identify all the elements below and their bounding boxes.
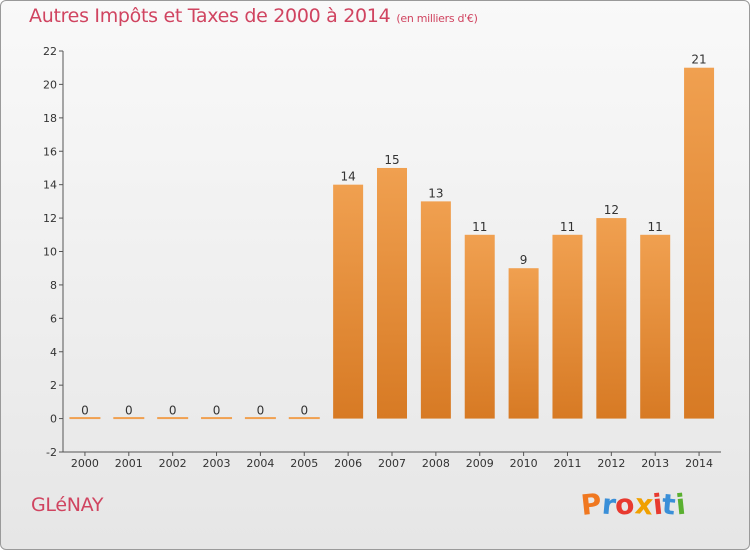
y-tick-label: 20 — [43, 78, 57, 91]
bar — [333, 184, 364, 419]
x-tick-label: 2005 — [290, 457, 318, 470]
bar-value-label: 15 — [384, 153, 399, 167]
bar-value-label: 11 — [472, 220, 487, 234]
bar — [69, 417, 101, 420]
y-tick-label: -2 — [46, 446, 57, 459]
bar-value-label: 11 — [648, 220, 663, 234]
x-tick-label: 2008 — [422, 457, 450, 470]
bar — [377, 167, 407, 419]
x-tick-label: 2010 — [510, 457, 538, 470]
y-tick-label: 10 — [43, 246, 57, 259]
x-tick-label: 2001 — [115, 457, 143, 470]
x-tick-label: 2013 — [641, 457, 669, 470]
commune-name: GLéNAY — [31, 494, 104, 516]
bar — [684, 67, 715, 419]
bar-value-label: 0 — [169, 404, 177, 418]
y-tick-label: 6 — [50, 312, 57, 325]
x-tick-label: 2011 — [553, 457, 581, 470]
y-tick-label: 18 — [43, 112, 57, 125]
bar — [288, 417, 320, 420]
chart-title: Autres Impôts et Taxes de 2000 à 2014 (en… — [29, 5, 478, 27]
bar-value-label: 14 — [340, 170, 355, 184]
logo-letter: P — [579, 487, 604, 522]
bar-value-label: 0 — [81, 404, 89, 418]
x-tick-label: 2002 — [159, 457, 187, 470]
bars — [69, 67, 715, 420]
bar — [640, 234, 671, 419]
x-tick-label: 2007 — [378, 457, 406, 470]
bar — [157, 417, 189, 420]
bar — [244, 417, 276, 420]
bar — [508, 268, 539, 419]
y-tick-label: 12 — [43, 212, 57, 225]
bar-value-label: 9 — [520, 253, 528, 267]
bar — [420, 201, 451, 419]
bar-value-label: 0 — [300, 404, 308, 418]
x-tick-label: 2004 — [246, 457, 274, 470]
x-tick-label: 2003 — [203, 457, 231, 470]
x-tick-label: 2009 — [466, 457, 494, 470]
logo-letter: i — [673, 487, 687, 522]
bar-value-label: 21 — [691, 53, 706, 67]
bar-value-label: 0 — [257, 404, 265, 418]
bar — [464, 234, 495, 419]
bar — [201, 417, 233, 420]
chart-subtitle: (en milliers d'€) — [396, 12, 478, 25]
y-tick-label: 14 — [43, 179, 57, 192]
y-tick-label: 16 — [43, 145, 57, 158]
chart-title-text: Autres Impôts et Taxes de 2000 à 2014 — [29, 5, 391, 27]
bar — [552, 234, 583, 419]
bar-value-label: 13 — [428, 186, 443, 200]
x-tick-label: 2000 — [71, 457, 99, 470]
axes: -2 0 2 4 6 8 10 12 14 16 18 20 22 2000 2001 2002 2003 200… — [43, 45, 721, 470]
y-tick-label: 22 — [43, 45, 57, 58]
bar — [113, 417, 145, 420]
data-labels: 0 0 0 0 0 0 14 15 13 11 9 11 12 11 21 — [81, 53, 707, 418]
y-tick-label: 4 — [50, 346, 57, 359]
proxiti-logo: Proxiti — [579, 487, 687, 522]
y-tick-label: 2 — [50, 379, 57, 392]
bar-value-label: 11 — [560, 220, 575, 234]
bar-value-label: 12 — [604, 203, 619, 217]
bar-value-label: 0 — [213, 404, 221, 418]
y-tick-label: 8 — [50, 279, 57, 292]
x-tick-label: 2014 — [685, 457, 713, 470]
bar-value-label: 0 — [125, 404, 133, 418]
x-tick-label: 2012 — [597, 457, 625, 470]
bar — [596, 218, 627, 419]
x-tick-label: 2006 — [334, 457, 362, 470]
y-tick-label: 0 — [50, 413, 57, 426]
